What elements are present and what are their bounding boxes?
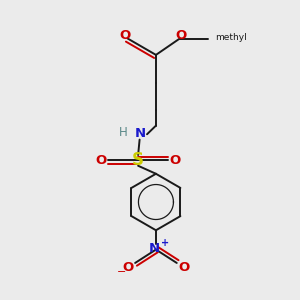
Text: O: O [178,261,190,274]
Text: O: O [176,29,187,42]
Text: O: O [169,154,181,167]
Text: +: + [161,238,169,248]
Text: O: O [122,261,133,274]
Text: N: N [135,127,146,140]
Text: −: − [116,268,126,278]
Text: S: S [132,152,144,169]
Text: H: H [119,126,128,139]
Text: O: O [95,154,106,167]
Text: N: N [149,242,160,255]
Text: methyl: methyl [215,33,247,42]
Text: O: O [119,29,130,42]
